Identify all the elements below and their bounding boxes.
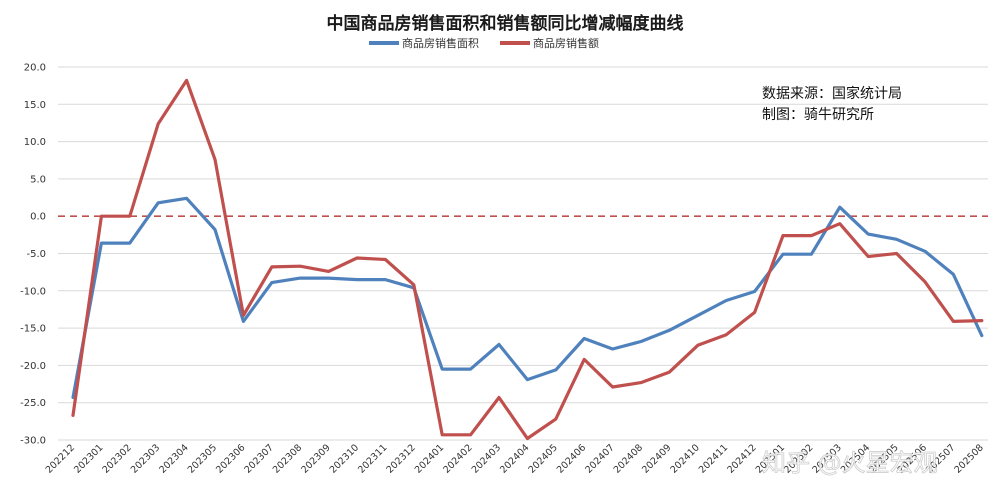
series-line-sales: [71, 78, 984, 441]
x-tick-label: 202306: [214, 442, 247, 475]
x-tick-label: 202407: [583, 442, 616, 475]
x-tick-label: 202406: [555, 442, 588, 475]
x-tick-label: 202302: [100, 442, 133, 475]
y-tick-label: -25.0: [20, 398, 46, 409]
series-layer: [71, 78, 984, 441]
x-tick-label: 202410: [668, 442, 701, 475]
y-tick-label: -10.0: [20, 286, 46, 297]
x-tick-label: 202307: [242, 442, 275, 475]
x-tick-label: 202401: [413, 442, 446, 475]
y-tick-label: 5.0: [30, 174, 46, 185]
source-line-1: 数据来源：国家统计局: [762, 85, 902, 102]
x-tick-label: 202403: [470, 442, 503, 475]
source-line-2: 制图：骑牛研究所: [762, 107, 874, 123]
x-tick-label: 202402: [441, 442, 474, 475]
x-tick-label: 202303: [129, 442, 162, 475]
y-tick-label: -5.0: [26, 249, 46, 260]
x-tick-label: 202405: [526, 442, 559, 475]
y-tick-label: 0.0: [30, 212, 46, 223]
x-tick-label: 202404: [498, 442, 531, 475]
legend-label-sales: 商品房销售额: [533, 36, 599, 50]
y-tick-label: 20.0: [24, 63, 46, 74]
chart-title: 中国商品房销售面积和销售额同比增减幅度曲线: [327, 13, 684, 34]
x-tick-label: 202308: [271, 442, 304, 475]
x-tick-label: 202304: [157, 442, 190, 475]
x-tick-label: 202411: [697, 442, 730, 475]
x-tick-label: 202408: [612, 442, 645, 475]
grid: [58, 66, 988, 441]
source-annotation: 数据来源：国家统计局 制图：骑牛研究所: [762, 85, 902, 123]
x-tick-label: 202301: [72, 442, 105, 475]
y-tick-label: 10.0: [24, 137, 46, 148]
x-tick-label: 202309: [299, 442, 332, 475]
watermark: 知乎 @火星宏观: [762, 449, 938, 477]
legend: 商品房销售面积 商品房销售额: [369, 36, 599, 50]
x-tick-label: 202310: [328, 442, 361, 475]
x-tick-label: 202409: [640, 442, 673, 475]
y-tick-label: 15.0: [24, 100, 46, 111]
y-tick-label: -30.0: [20, 436, 46, 447]
y-tick-label: -15.0: [20, 324, 46, 335]
y-axis: 20.0 15.0 10.0 5.0 0.0 -5.0 -10.0 -15.0 -20.0 -25…: [20, 63, 46, 447]
legend-label-area: 商品房销售面积: [402, 36, 479, 50]
x-tick-label: 202305: [186, 442, 219, 475]
y-tick-label: -20.0: [20, 361, 46, 372]
x-tick-label: 202212: [44, 442, 77, 475]
x-tick-label: 202311: [356, 442, 389, 475]
series-line-area: [71, 196, 984, 400]
x-tick-label: 202412: [725, 442, 758, 475]
x-tick-label: 202312: [384, 442, 417, 475]
x-tick-label: 202508: [952, 442, 985, 475]
